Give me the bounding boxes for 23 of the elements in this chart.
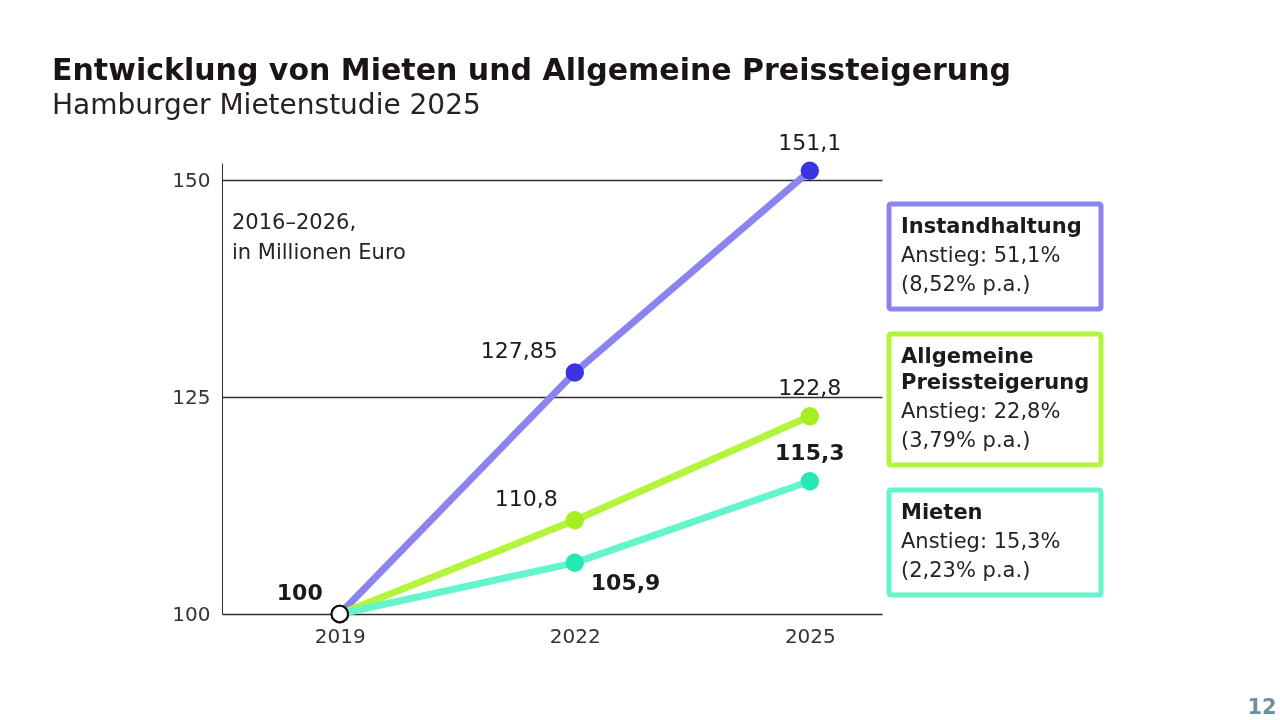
data-label: 115,3 <box>775 440 845 466</box>
data-label: 127,85 <box>480 338 558 364</box>
data-label: 110,8 <box>494 486 558 512</box>
text: Mieten <box>901 500 983 524</box>
chart-subtitle: Hamburger Mietenstudie 2025 <box>52 87 481 121</box>
x-tick-label: 2019 <box>314 623 366 648</box>
x-tick-label: 2025 <box>784 623 836 648</box>
x-tick-label: 2022 <box>549 623 601 648</box>
data-label: 105,9 <box>590 569 661 595</box>
text: Allgemeine Preissteigerung <box>901 344 1090 394</box>
data-label: 100 <box>276 580 323 605</box>
text: Anstieg: 51,1% (8,52% p.a.) <box>901 243 1061 296</box>
text: 12 <box>1247 695 1277 719</box>
annotation: 2016–2026, in Millionen Euro <box>232 210 406 264</box>
y-tick-label: 125 <box>172 384 211 409</box>
text: Instandhaltung <box>901 214 1082 238</box>
data-label: 151,1 <box>778 129 842 155</box>
data-label: 122,8 <box>778 375 842 401</box>
text: Anstieg: 22,8% (3,79% p.a.) <box>901 399 1061 452</box>
text: Anstieg: 15,3% (2,23% p.a.) <box>901 529 1061 582</box>
y-tick-label: 100 <box>172 601 211 626</box>
y-tick-label: 150 <box>172 167 211 192</box>
chart-title: Entwicklung von Mieten und Allgemeine Preissteigerung <box>52 51 1011 87</box>
